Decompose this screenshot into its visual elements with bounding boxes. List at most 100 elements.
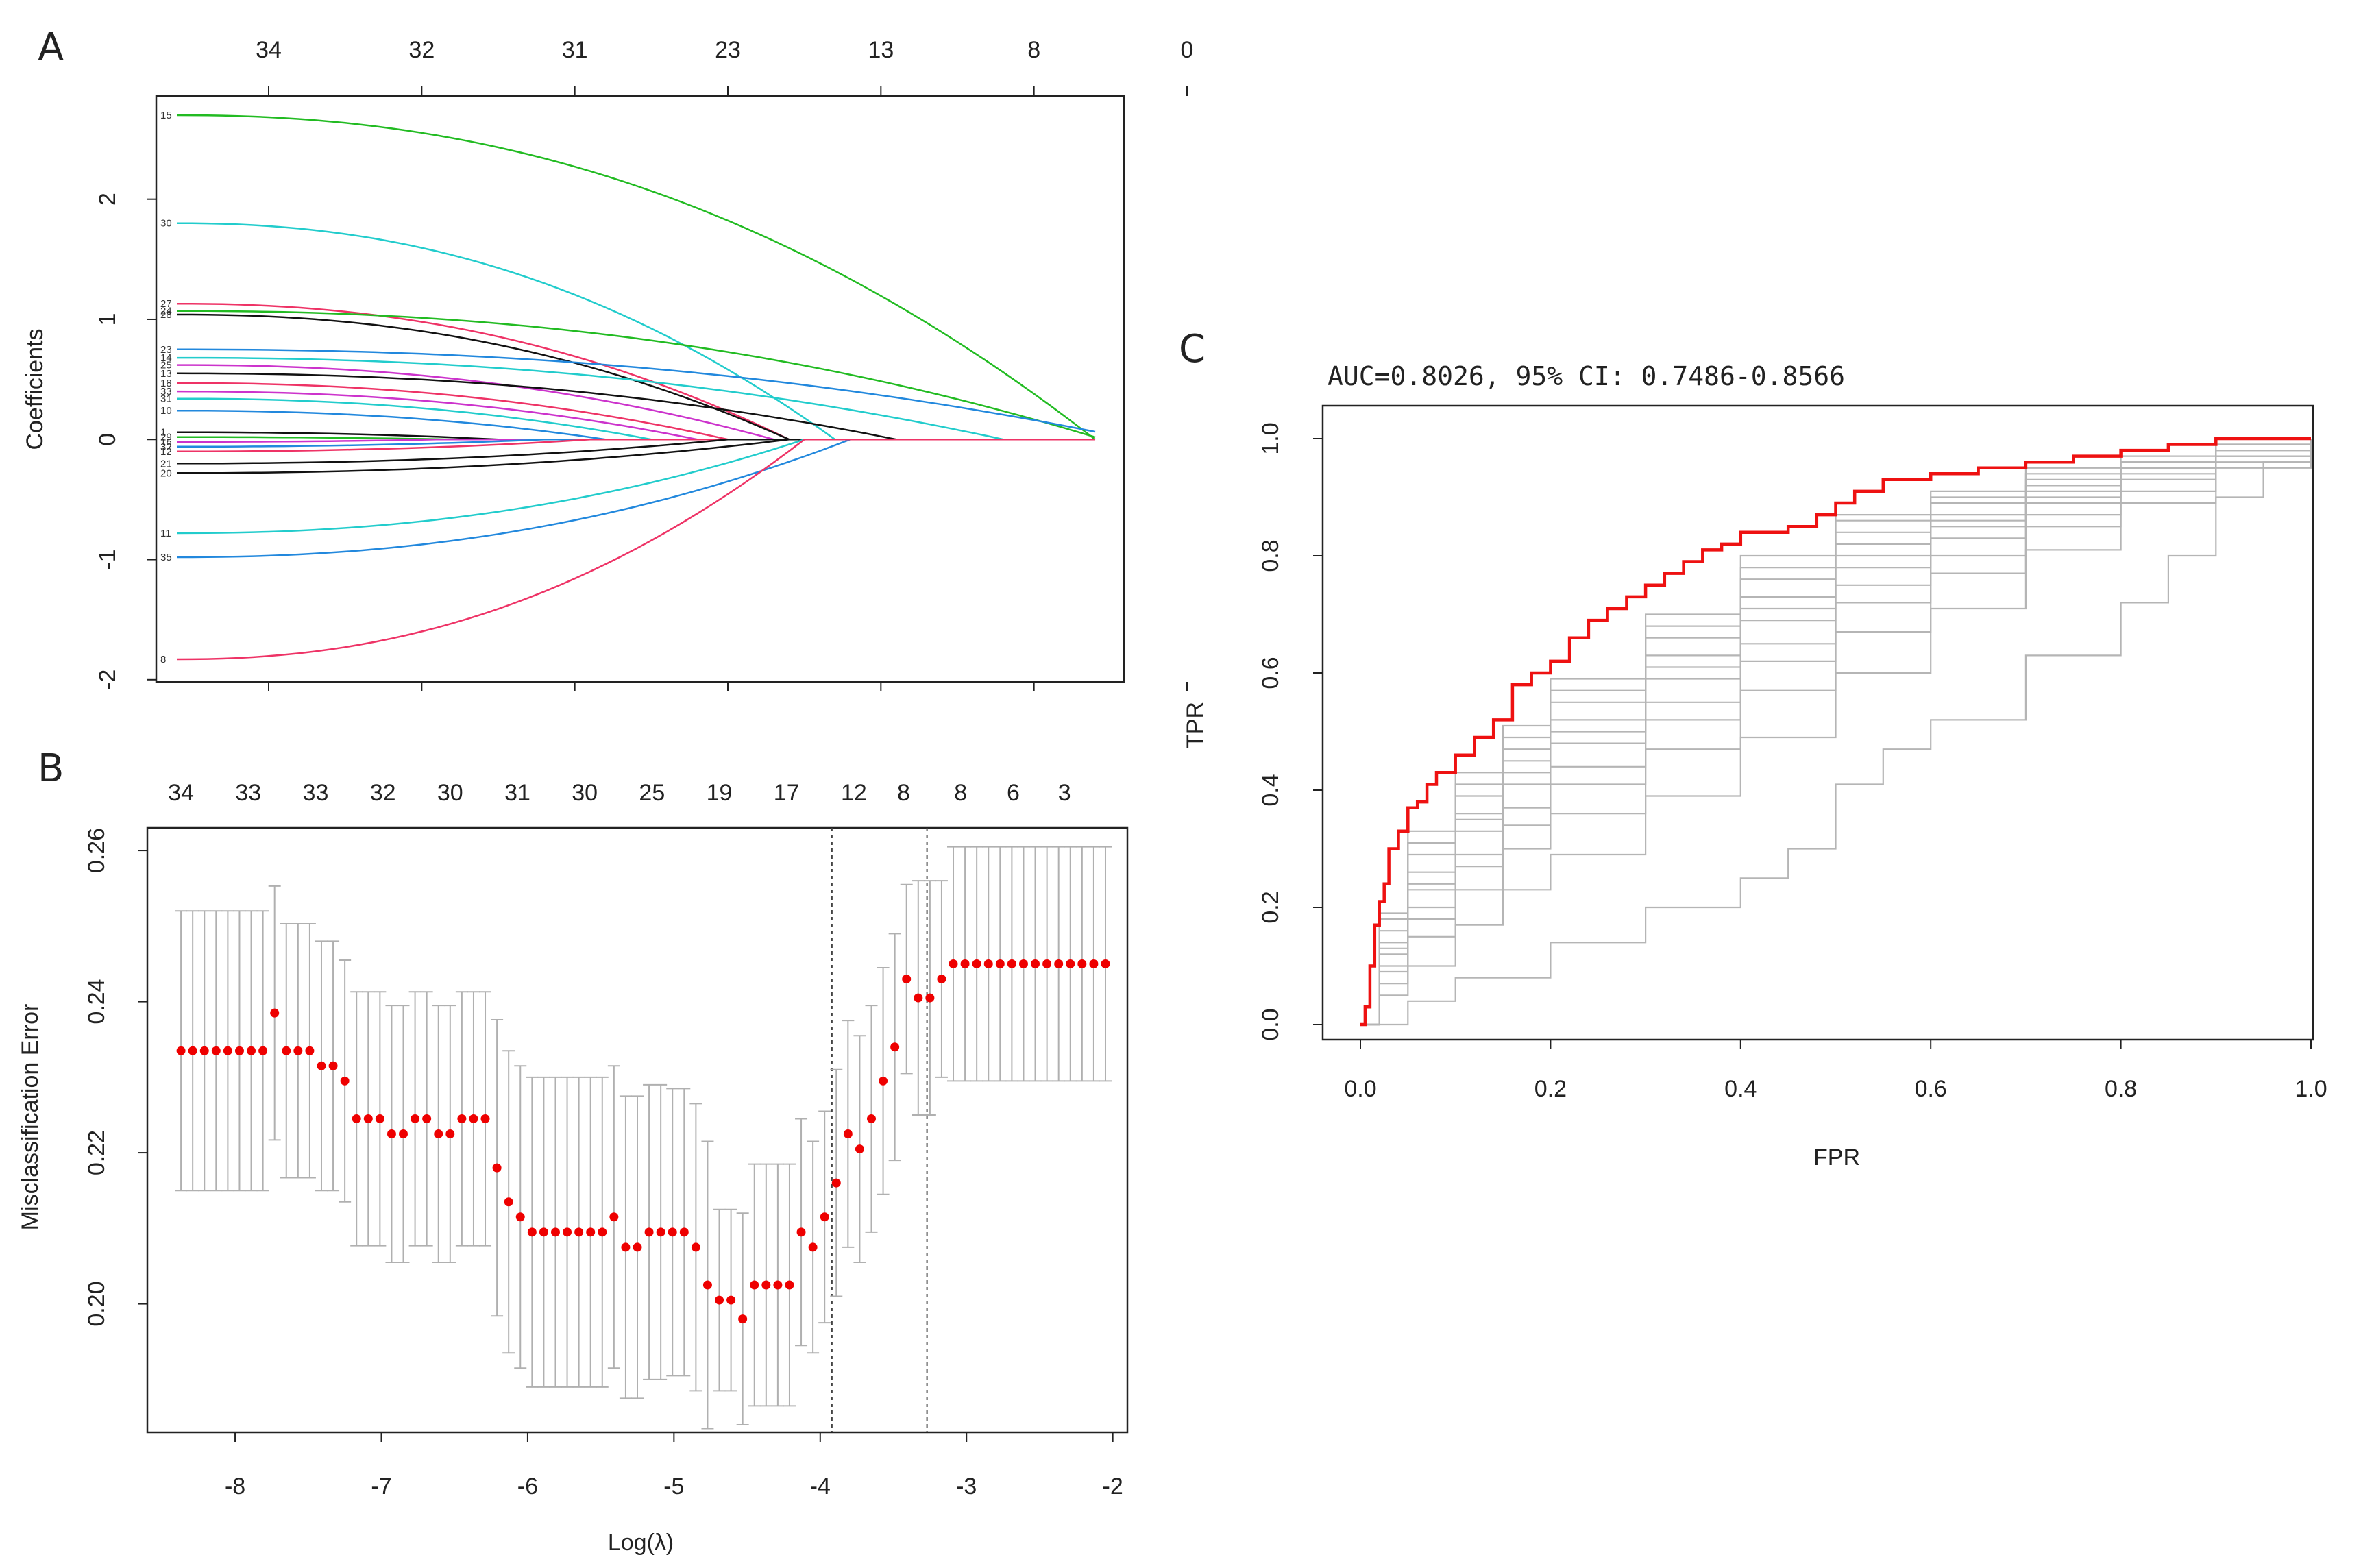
panel-b-point: [282, 1046, 291, 1055]
panel-b-point: [247, 1046, 256, 1055]
panel-b-point: [515, 1212, 525, 1222]
panel-b-point: [609, 1212, 619, 1222]
panel-b-point: [504, 1197, 513, 1207]
panel-b-point: [340, 1076, 350, 1086]
panel-b-point: [949, 959, 958, 968]
panel-b-point: [1077, 959, 1087, 968]
panel-c-x-title: FPR: [1813, 1144, 1860, 1171]
panel-b-cv-error: 34 33 33 32 30 31 30 25 19 17 12 8 8 6 3 0.200.220.240…: [17, 780, 1129, 1556]
panel-b-point: [375, 1114, 384, 1123]
panel-b-top-label: 32: [370, 780, 396, 806]
panel-b-point: [1101, 959, 1110, 968]
panel-b-y-axis: 0.20 0.22 0.24 0.26: [84, 828, 147, 1327]
panel-a-series-label: 25: [160, 360, 172, 371]
panel-a-y-title: Coefficients: [22, 328, 48, 450]
panel-b-point: [668, 1227, 677, 1237]
panel-b-point: [726, 1295, 736, 1305]
panel-b-point: [293, 1046, 303, 1055]
panel-b-top-label: 3: [1058, 780, 1071, 806]
panel-b-point: [480, 1114, 490, 1123]
panel-a-top-label: 34: [256, 37, 282, 63]
panel-b-point: [305, 1046, 315, 1055]
panel-b-point: [598, 1227, 607, 1237]
panel-b-y-label: 0.26: [84, 828, 110, 873]
panel-b-point: [983, 959, 993, 968]
panel-b-point: [317, 1061, 326, 1070]
panel-b-point: [539, 1227, 548, 1237]
panel-b-y-label: 0.20: [84, 1281, 110, 1326]
panel-c-y-label: 0.0: [1258, 1008, 1284, 1040]
panel-b-x-label: -7: [371, 1473, 391, 1499]
panel-a-top-label: 0: [1181, 37, 1194, 63]
panel-c-y-label: 0.6: [1258, 657, 1284, 689]
panel-b-point: [550, 1227, 560, 1237]
panel-c-y-title: TPR: [1182, 702, 1208, 748]
panel-b-point: [445, 1129, 455, 1139]
panel-c-grey-curves: [1360, 439, 2312, 1026]
panel-b-point: [1054, 959, 1064, 968]
panel-c-y-label: 1.0: [1258, 422, 1284, 454]
panel-b-top-label: 33: [235, 780, 261, 806]
panel-a-y-label: 0: [95, 433, 121, 446]
panel-b-top-label: 6: [1007, 780, 1020, 806]
panel-b-top-label: 8: [954, 780, 967, 806]
panel-a-series-label: 30: [160, 218, 172, 230]
panel-b-point: [855, 1144, 864, 1154]
panel-c-grey-curve: [1360, 439, 2312, 1026]
panel-c-main-curve-group: [1360, 437, 2311, 1027]
panel-a-path-23: [177, 348, 1096, 433]
panel-a-y-label: 2: [95, 193, 121, 206]
panel-b-top-label: 30: [572, 780, 598, 806]
panel-b-point: [621, 1242, 631, 1252]
panel-b-point: [563, 1227, 572, 1237]
panel-a-path-35: [177, 438, 1095, 559]
panel-b-point: [469, 1114, 478, 1123]
panel-a-y-axis: -2 -1 0 1 2: [95, 193, 156, 690]
panel-b-top-label: 8: [897, 780, 910, 806]
panel-b-point: [925, 993, 935, 1003]
panel-a-series-label: 11: [160, 528, 171, 539]
panel-b-point: [972, 959, 981, 968]
panel-b-top-label: 34: [168, 780, 194, 806]
panel-b-points: [176, 959, 1110, 1324]
panel-c-x-label: 0.6: [1915, 1076, 1947, 1102]
panel-a-series-label: 12: [160, 446, 172, 458]
panel-b-frame: [146, 826, 1129, 1434]
panel-b-point: [679, 1227, 689, 1237]
panel-b-point: [586, 1227, 596, 1237]
panel-b-point: [890, 1042, 900, 1052]
panel-c-y-axis: 0.0 0.2 0.4 0.6 0.8 1.0: [1258, 422, 1323, 1041]
panel-b-point: [902, 975, 912, 983]
panel-b-x-label: -8: [225, 1473, 245, 1499]
panel-b-point: [211, 1046, 221, 1055]
panel-a-series-label: 1: [160, 427, 166, 439]
panel-c-x-label: 0.2: [1534, 1076, 1567, 1102]
panel-a-top-axis: 34 32 31 23 13 8 0: [256, 37, 1193, 96]
panel-c-y-label: 0.2: [1258, 891, 1284, 923]
panel-c-x-label: 1.0: [2295, 1076, 2327, 1102]
panel-b-point: [644, 1227, 654, 1237]
panel-a-series-label: 8: [160, 654, 166, 665]
panel-a-series-label: 23: [160, 344, 172, 356]
panel-a-y-label: 1: [95, 313, 121, 326]
panel-a-path-11: [176, 438, 1095, 535]
panel-a-series-label: 35: [160, 552, 172, 563]
panel-b-point: [738, 1314, 748, 1324]
panel-b-point: [866, 1114, 876, 1123]
panel-b-point: [773, 1280, 783, 1290]
panel-c-grey-curve: [1360, 439, 2312, 1026]
panel-label-b: B: [38, 746, 64, 791]
panel-b-point: [527, 1227, 537, 1237]
panel-a-series-label: 14: [160, 352, 172, 364]
panel-b-point: [750, 1280, 759, 1290]
panel-b-x-title: Log(λ): [608, 1530, 674, 1556]
panel-b-point: [820, 1212, 829, 1222]
panel-c-x-label: 0.8: [2105, 1076, 2137, 1102]
panel-a-path-15: [176, 114, 1096, 441]
panel-b-point: [1089, 959, 1099, 968]
panel-b-point: [223, 1046, 232, 1055]
panel-b-point: [328, 1061, 338, 1070]
